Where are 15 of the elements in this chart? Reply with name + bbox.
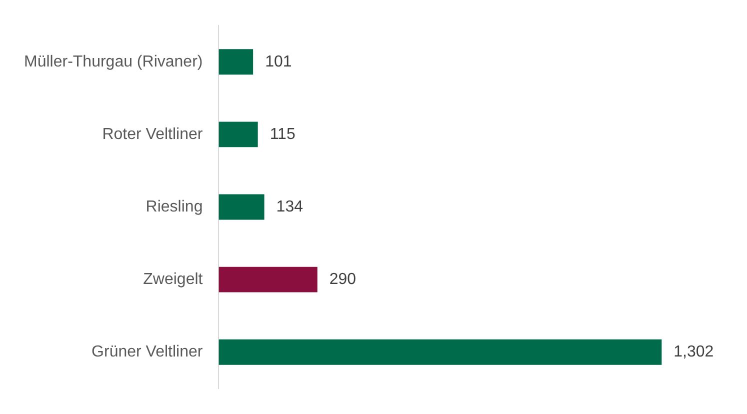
bar xyxy=(218,266,318,292)
y-tick-label: Grüner Veltliner xyxy=(92,344,204,361)
y-tick-label: Roter Veltliner xyxy=(102,126,204,143)
bar xyxy=(218,122,258,148)
data-label: 134 xyxy=(276,198,304,216)
bar xyxy=(218,49,254,75)
data-label: 290 xyxy=(329,270,356,288)
bar xyxy=(218,339,662,365)
data-label: 115 xyxy=(270,126,296,143)
bar xyxy=(218,194,264,220)
y-tick-label: Riesling xyxy=(146,198,203,216)
y-tick-label: Müller-Thurgau (Rivaner) xyxy=(24,53,203,70)
data-label: 1,302 xyxy=(674,344,714,361)
data-label: 101 xyxy=(265,53,292,70)
y-tick-label: Zweigelt xyxy=(143,270,204,288)
